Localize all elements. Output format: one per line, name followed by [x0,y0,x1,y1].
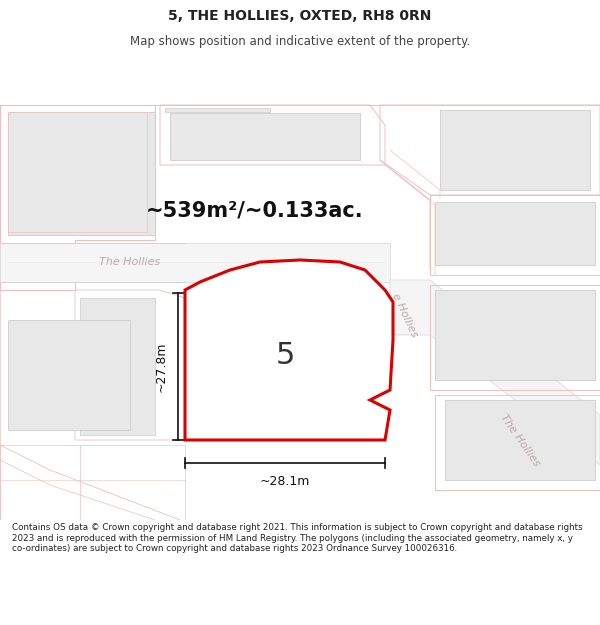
Polygon shape [170,113,360,160]
Polygon shape [185,260,393,440]
Text: 5: 5 [275,341,295,369]
Text: Map shows position and indicative extent of the property.: Map shows position and indicative extent… [130,35,470,48]
Text: Contains OS data © Crown copyright and database right 2021. This information is : Contains OS data © Crown copyright and d… [12,523,583,553]
Text: 5, THE HOLLIES, OXTED, RH8 0RN: 5, THE HOLLIES, OXTED, RH8 0RN [169,9,431,23]
Polygon shape [440,110,590,190]
Text: e Hollies: e Hollies [391,291,419,339]
Polygon shape [8,320,130,430]
Text: ~28.1m: ~28.1m [260,475,310,488]
Text: ~27.8m: ~27.8m [155,341,168,392]
Text: The Hollies: The Hollies [100,257,161,267]
Text: The Hollies: The Hollies [499,412,542,468]
Polygon shape [435,290,595,380]
Polygon shape [165,108,270,112]
Polygon shape [210,320,360,405]
Polygon shape [250,408,330,435]
Polygon shape [435,202,595,265]
Polygon shape [445,400,595,480]
Polygon shape [390,280,600,465]
Polygon shape [8,112,155,235]
Polygon shape [0,243,390,282]
Text: ~539m²/~0.133ac.: ~539m²/~0.133ac. [146,200,364,220]
Polygon shape [80,298,155,435]
